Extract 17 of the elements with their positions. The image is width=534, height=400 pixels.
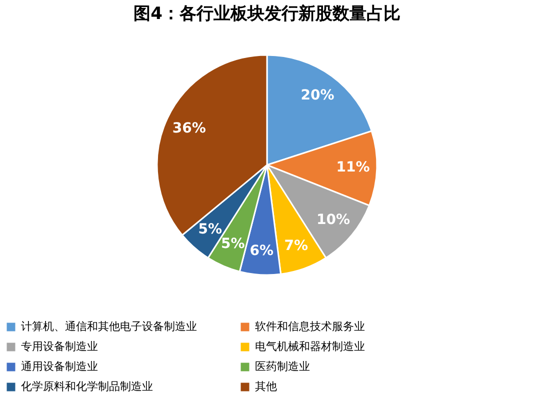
chart-title: 图4：各行业板块发行新股数量占比 — [134, 4, 400, 24]
legend-label: 计算机、通信和其他电子设备制造业 — [21, 320, 197, 333]
legend-label: 电气机械和器材制造业 — [255, 340, 365, 353]
data-label: 20% — [300, 87, 334, 104]
legend-label: 专用设备制造业 — [21, 340, 98, 353]
legend-label: 化学原料和化学制品制造业 — [21, 380, 153, 393]
legend-label: 软件和信息技术服务业 — [255, 320, 365, 333]
data-label: 5% — [220, 236, 245, 252]
data-label: 5% — [198, 222, 222, 238]
data-label: 6% — [250, 242, 274, 259]
legend-label: 通用设备制造业 — [21, 360, 98, 373]
data-label: 11% — [336, 160, 370, 176]
data-label: 10% — [316, 212, 350, 228]
data-label: 7% — [284, 238, 308, 254]
legend-label: 其他 — [255, 380, 277, 393]
legend-label: 医药制造业 — [255, 360, 310, 373]
data-label: 36% — [172, 120, 206, 136]
